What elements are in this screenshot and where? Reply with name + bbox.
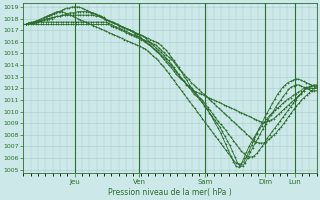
X-axis label: Pression niveau de la mer( hPa ): Pression niveau de la mer( hPa ) xyxy=(108,188,232,197)
